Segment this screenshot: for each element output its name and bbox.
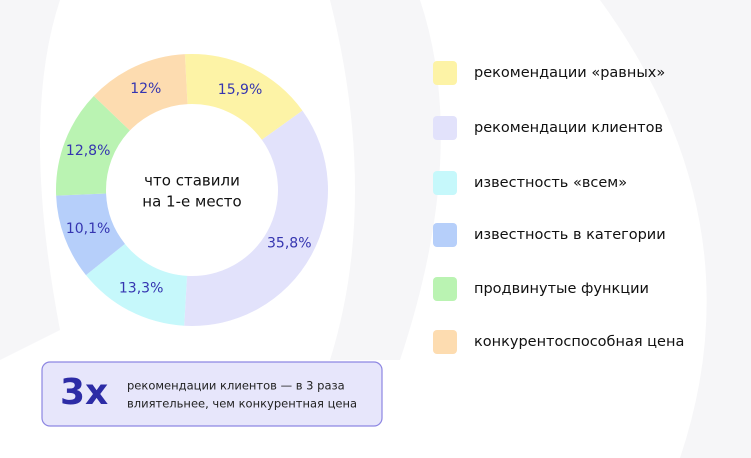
legend-label: известность в категории — [474, 227, 666, 243]
donut-segment — [184, 110, 329, 327]
donut-segment — [93, 54, 188, 131]
data-label: 15,9% — [218, 82, 262, 98]
legend-label: известность «всем» — [474, 175, 627, 191]
donut-segment — [184, 53, 303, 140]
data-label: 12,8% — [66, 143, 110, 159]
legend-swatch — [433, 330, 457, 354]
data-label: 35,8% — [267, 235, 311, 251]
legend-swatch — [433, 116, 457, 140]
donut-segment — [55, 95, 130, 196]
callout-text: влиятельнее, чем конкурентная цена — [127, 397, 357, 411]
donut-segment — [56, 193, 125, 276]
data-label: 13,3% — [119, 281, 163, 297]
legend-swatch — [433, 223, 457, 247]
donut-segment — [85, 243, 188, 326]
data-label: 10,1% — [66, 221, 110, 237]
center-label: на 1-е место — [142, 193, 241, 211]
data-label: 12% — [130, 81, 161, 97]
legend-swatch — [433, 171, 457, 195]
callout-figure: 3x — [60, 372, 108, 413]
donut: 15,9% 35,8% 13,3% 10,1% 12,8% 12% — [55, 53, 329, 327]
legend-swatch — [433, 277, 457, 301]
callout-text: рекомендации клиентов — в 3 раза — [127, 379, 345, 393]
callout-box — [41, 361, 383, 427]
legend-label: конкурентоспособная цена — [474, 334, 684, 350]
legend-label: продвинутые функции — [474, 281, 649, 297]
legend-label: рекомендации «равных» — [474, 65, 665, 81]
center-label: что ставили — [144, 172, 240, 190]
legend-label: рекомендации клиентов — [474, 120, 663, 136]
legend: рекомендации «равных» рекомендации клиент… — [433, 61, 684, 354]
legend-swatch — [433, 61, 457, 85]
